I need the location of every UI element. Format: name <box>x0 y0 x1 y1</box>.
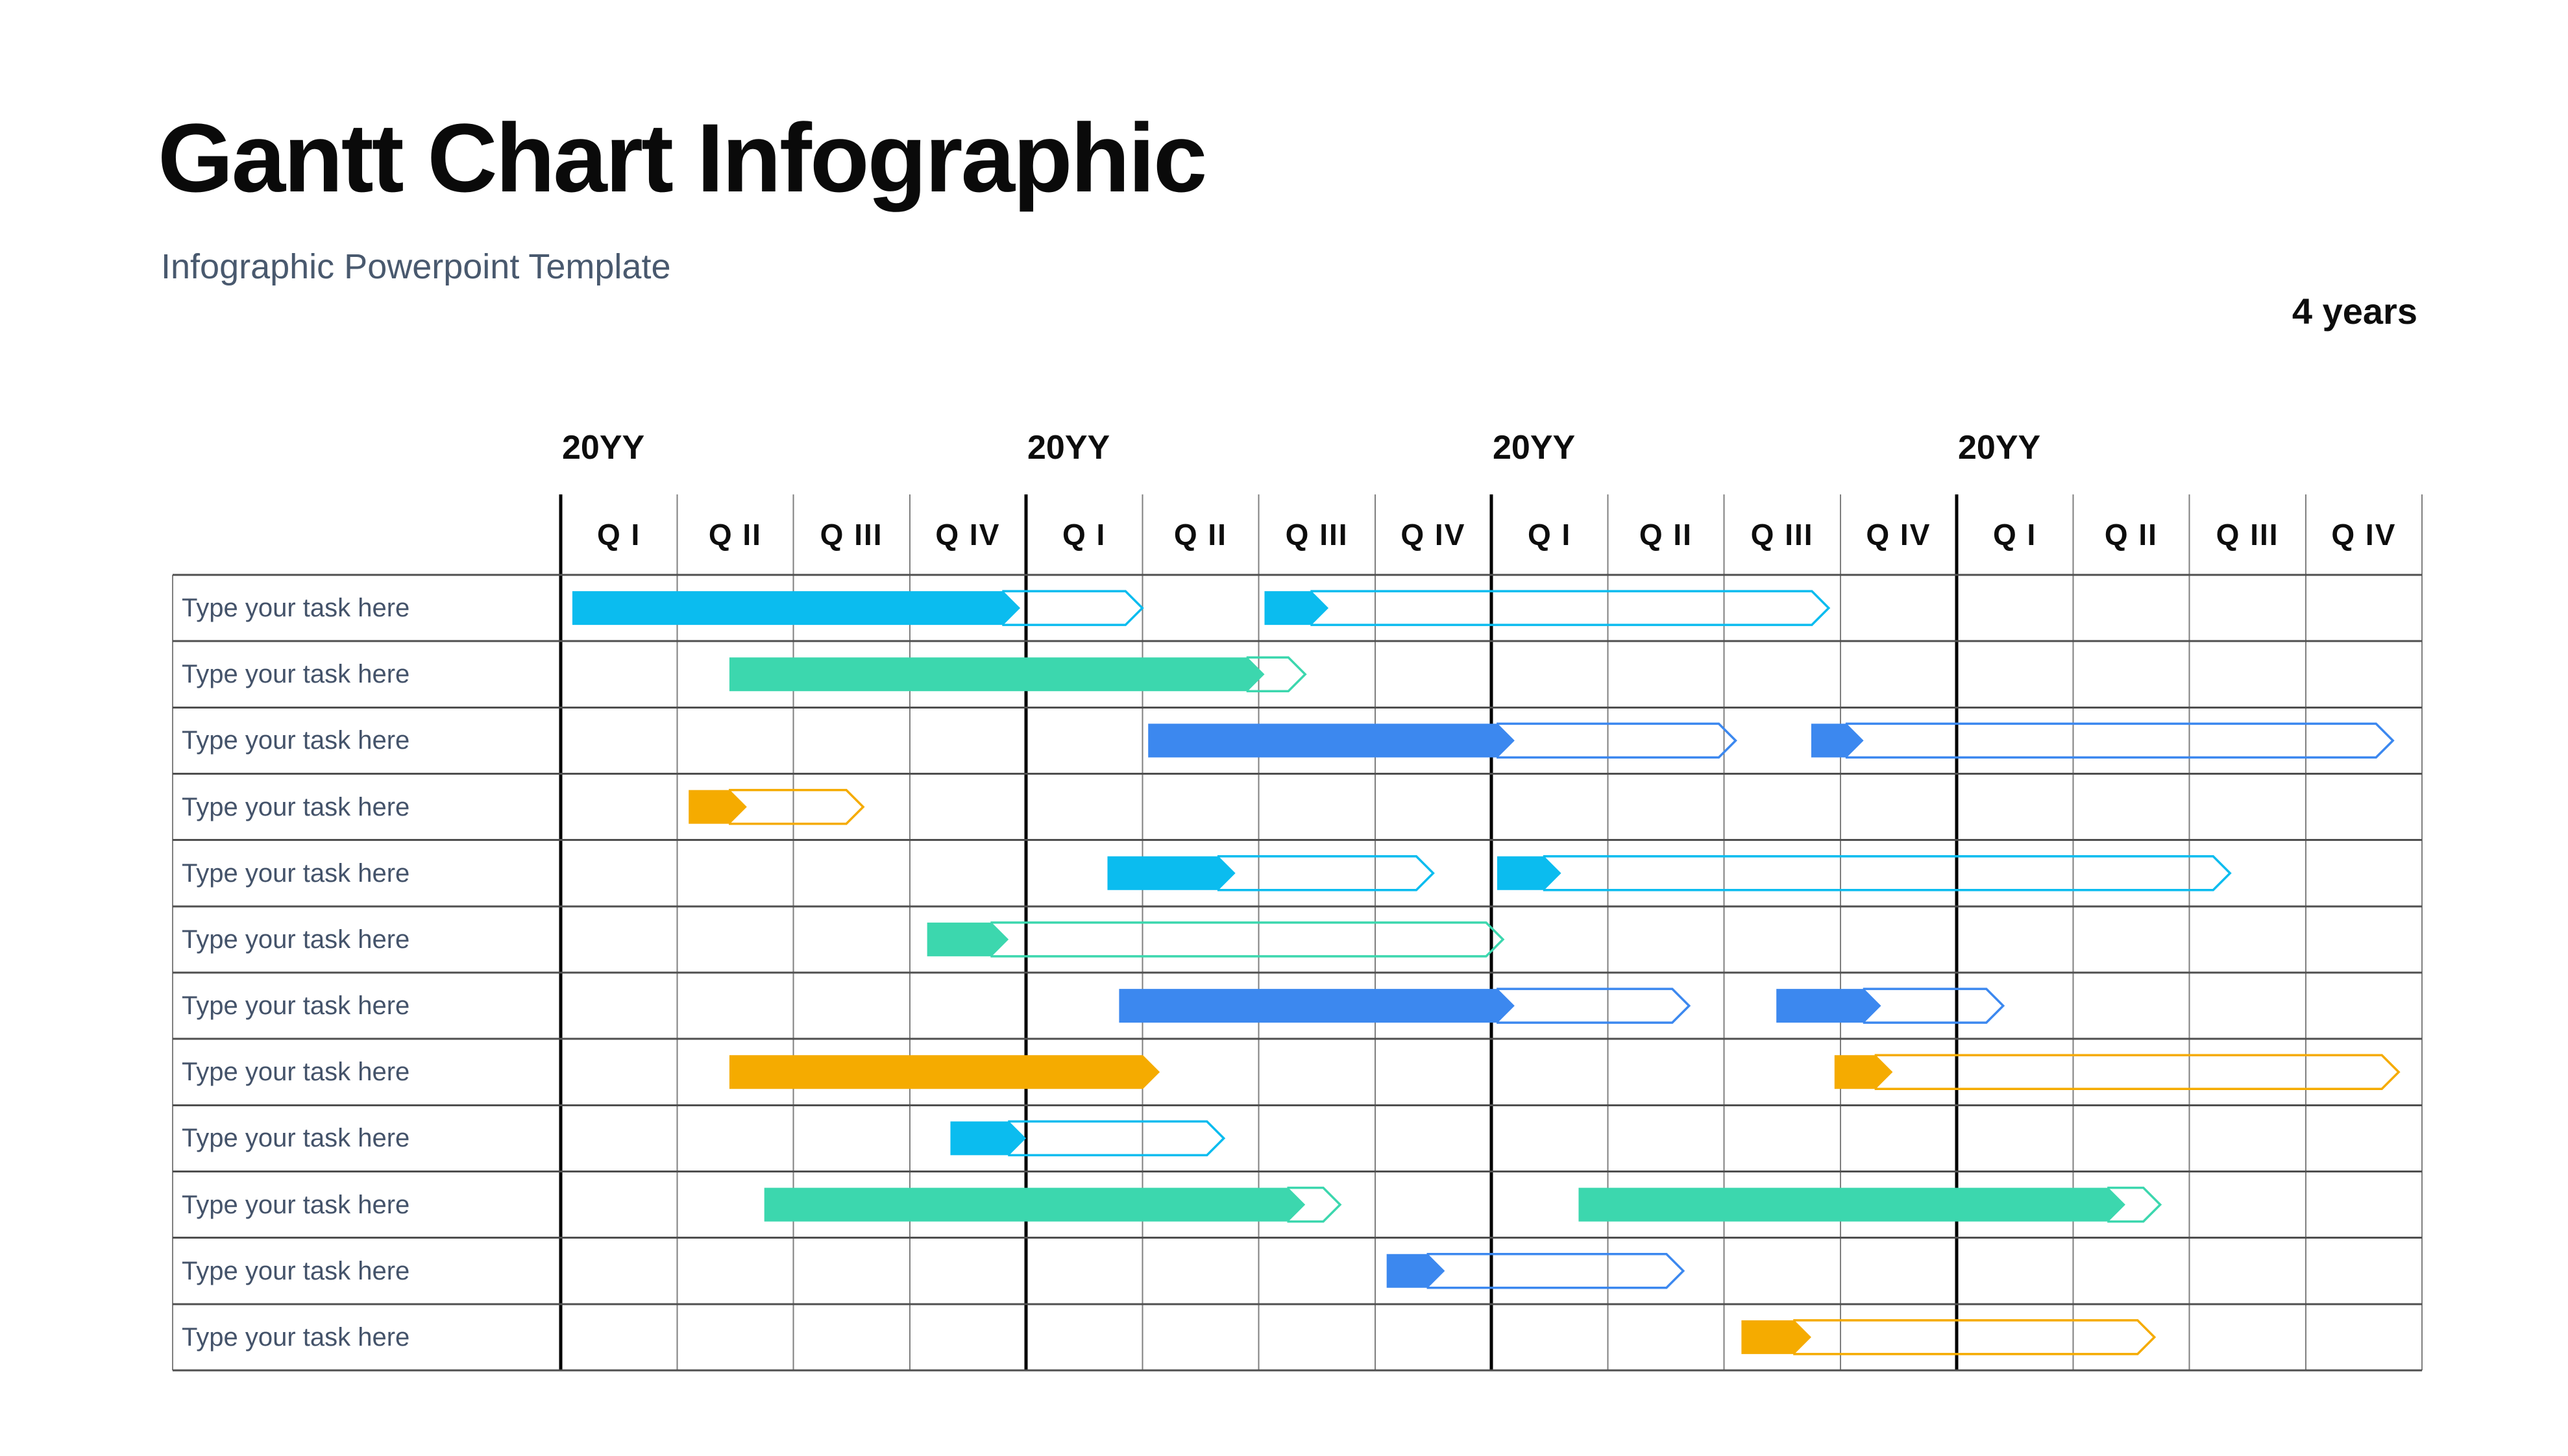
gantt-bar-solid[interactable] <box>729 657 1265 692</box>
task-name-cell[interactable]: Type your task here <box>182 1322 410 1352</box>
quarter-label: Q III <box>1285 518 1349 552</box>
gantt-bar-solid[interactable] <box>1107 856 1236 890</box>
task-name-cell[interactable]: Type your task here <box>182 726 410 755</box>
task-name-cell[interactable]: Type your task here <box>182 991 410 1021</box>
quarter-label: Q I <box>596 518 641 552</box>
gantt-bar-solid[interactable] <box>1776 989 1881 1023</box>
gantt-bar-solid[interactable] <box>729 1055 1160 1089</box>
gantt-bar-outline[interactable] <box>1217 855 1435 892</box>
gantt-bar-solid[interactable] <box>1811 723 1864 758</box>
year-label: 20YY <box>562 429 645 467</box>
quarter-label: Q IV <box>1866 518 1931 552</box>
task-name-cell[interactable]: Type your task here <box>182 1190 410 1219</box>
gantt-bar-solid[interactable] <box>927 922 1009 956</box>
gantt-bar-solid[interactable] <box>1148 723 1515 758</box>
gantt-bar-outline[interactable] <box>1793 1319 2157 1355</box>
gantt-bar-solid[interactable] <box>1578 1187 2125 1222</box>
gantt-bar-outline[interactable] <box>1002 590 1144 626</box>
gantt-bar-solid[interactable] <box>764 1187 1306 1222</box>
task-name-cell[interactable]: Type your task here <box>182 660 410 689</box>
gantt-bar-solid[interactable] <box>1834 1055 1893 1089</box>
quarter-label: Q III <box>1750 518 1814 552</box>
year-label: 20YY <box>1958 429 2041 467</box>
gantt-bar-solid[interactable] <box>950 1121 1026 1156</box>
quarter-label: Q III <box>2216 518 2279 552</box>
quarter-label: Q IV <box>1400 518 1466 552</box>
gantt-bar-outline[interactable] <box>1497 988 1691 1024</box>
quarter-label: Q II <box>2104 518 2158 552</box>
gantt-bar-outline[interactable] <box>990 921 1505 958</box>
task-name-cell[interactable]: Type your task here <box>182 1256 410 1285</box>
quarter-label: Q I <box>1992 518 2037 552</box>
quarter-label: Q II <box>1173 518 1227 552</box>
gantt-bar-solid[interactable] <box>1741 1320 1811 1354</box>
task-name-cell[interactable]: Type your task here <box>182 792 410 821</box>
task-name-cell[interactable]: Type your task here <box>182 1058 410 1087</box>
gantt-bar-outline[interactable] <box>1863 988 2005 1024</box>
gantt-bar-outline[interactable] <box>1008 1120 1226 1157</box>
gantt-bar-outline[interactable] <box>1543 855 2232 892</box>
task-name-cell[interactable]: Type your task here <box>182 1124 410 1153</box>
page-title: Gantt Chart Infographic <box>158 103 1207 212</box>
gantt-bar-outline[interactable] <box>1874 1054 2401 1090</box>
quarter-label: Q II <box>1639 518 1693 552</box>
task-name-cell[interactable]: Type your task here <box>182 858 410 888</box>
gantt-bar-solid[interactable] <box>1119 989 1515 1023</box>
gantt-bar-outline[interactable] <box>1426 1253 1685 1289</box>
gantt-bar-outline[interactable] <box>1310 590 1831 626</box>
quarter-label: Q IV <box>2331 518 2397 552</box>
task-name-cell[interactable]: Type your task here <box>182 594 410 623</box>
page-subtitle: Infographic Powerpoint Template <box>161 247 671 286</box>
quarter-label: Q IV <box>935 518 1001 552</box>
year-label: 20YY <box>1027 429 1110 467</box>
quarter-label: Q I <box>1062 518 1107 552</box>
gantt-bar-outline[interactable] <box>1497 722 1737 759</box>
quarter-label: Q III <box>820 518 883 552</box>
duration-label: 4 years <box>2292 291 2417 332</box>
gantt-bar-solid[interactable] <box>572 591 1021 625</box>
gantt-bar-solid[interactable] <box>1497 856 1561 890</box>
gantt-bar-outline[interactable] <box>1845 722 2395 759</box>
quarter-label: Q II <box>708 518 762 552</box>
gantt-bar-solid[interactable] <box>689 790 747 824</box>
gantt-bar-solid[interactable] <box>1386 1254 1445 1288</box>
task-name-cell[interactable]: Type your task here <box>182 925 410 954</box>
year-label: 20YY <box>1493 429 1576 467</box>
gantt-bar-outline[interactable] <box>729 788 865 825</box>
quarter-label: Q I <box>1527 518 1572 552</box>
gantt-bar-solid[interactable] <box>1264 591 1329 625</box>
